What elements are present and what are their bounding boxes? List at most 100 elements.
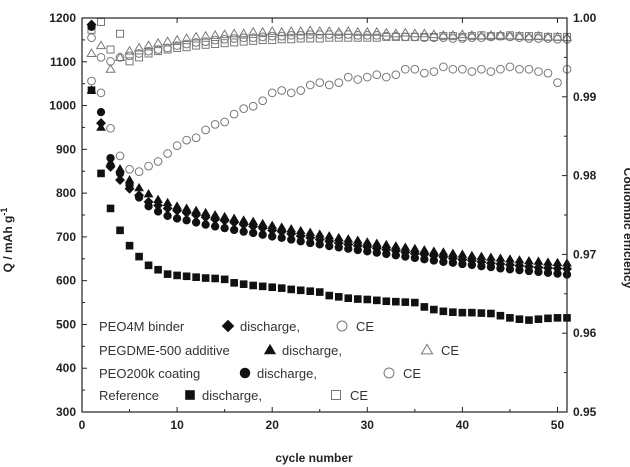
data-point-ref_q bbox=[382, 297, 391, 306]
data-point-ref_ce bbox=[363, 33, 372, 42]
data-point-peo4m_ce bbox=[210, 120, 220, 129]
data-point-ref_q bbox=[201, 274, 210, 282]
x-tick-label: 0 bbox=[79, 418, 86, 432]
data-point-ref_q bbox=[363, 295, 372, 304]
data-point-ref_q bbox=[163, 270, 172, 278]
data-point-pegdme_q bbox=[495, 253, 506, 262]
data-point-ref_q bbox=[220, 275, 229, 284]
data-point-ref_q bbox=[411, 298, 419, 307]
data-point-peo200k_q bbox=[467, 260, 477, 270]
x-tick-label: 10 bbox=[170, 418, 184, 432]
data-point-peo200k_q bbox=[420, 255, 429, 264]
data-point-peo4m_ce bbox=[458, 64, 467, 74]
data-point-pegdme_q bbox=[419, 245, 430, 254]
data-point-peo200k_q bbox=[410, 253, 419, 263]
legend-row: PEO200k coating discharge, CE bbox=[99, 366, 421, 381]
data-point-pegdme_q bbox=[267, 220, 278, 229]
data-point-peo200k_q bbox=[429, 256, 439, 265]
x-tick-label: 50 bbox=[551, 418, 565, 432]
data-point-ref_ce bbox=[154, 47, 163, 56]
data-point-ref_ce bbox=[401, 32, 410, 41]
x-tick-label: 30 bbox=[361, 418, 375, 432]
data-point-pegdme_q bbox=[400, 242, 411, 251]
data-point-ref_ce bbox=[439, 32, 448, 41]
data-point-ref_q bbox=[258, 282, 267, 291]
data-point-ref_q bbox=[458, 308, 467, 317]
data-point-peo200k_q bbox=[115, 169, 125, 178]
data-point-ref_q bbox=[106, 204, 115, 213]
legend-row: Reference discharge, CE bbox=[99, 388, 368, 403]
legend-filled-marker bbox=[221, 319, 235, 333]
data-point-ref_q bbox=[477, 309, 486, 317]
data-point-ref_q bbox=[182, 272, 191, 281]
data-point-pegdme_q bbox=[448, 248, 458, 257]
y-right-tick-label: 0.96 bbox=[573, 326, 597, 340]
y-axis-left-title-superscript: -1 bbox=[0, 208, 9, 216]
data-point-ref_q bbox=[553, 314, 562, 322]
data-point-ref_q bbox=[173, 271, 181, 280]
legend-row: PEO4M binder discharge, CE bbox=[99, 319, 374, 334]
data-point-peo200k_q bbox=[496, 264, 505, 273]
data-point-peo200k_ce bbox=[553, 34, 562, 44]
data-point-peo200k_q bbox=[134, 193, 144, 202]
data-point-ref_q bbox=[287, 285, 296, 294]
series-layer bbox=[86, 17, 573, 324]
data-point-ref_ce bbox=[325, 33, 334, 42]
data-point-peo200k_q bbox=[515, 266, 524, 275]
data-point-peo4m_ce bbox=[486, 67, 496, 76]
data-point-peo4m_ce bbox=[258, 96, 268, 106]
data-point-pegdme_q bbox=[219, 211, 230, 221]
legend-filled-marker bbox=[239, 367, 251, 379]
y-left-tick-label: 300 bbox=[56, 405, 76, 419]
data-point-ref_ce bbox=[448, 32, 457, 41]
legend-discharge-label: discharge, bbox=[257, 366, 317, 381]
data-point-ref_q bbox=[125, 241, 134, 250]
data-point-pegdme_q bbox=[524, 256, 534, 265]
data-point-peo4m_ce bbox=[115, 151, 125, 161]
data-point-ref_ce bbox=[97, 17, 106, 26]
data-point-peo4m_ce bbox=[96, 88, 106, 98]
data-point-peo200k_q bbox=[372, 248, 381, 257]
data-point-pegdme_ce bbox=[362, 26, 373, 36]
data-point-ref_q bbox=[468, 308, 476, 317]
legend-series-name: PEO4M binder bbox=[99, 319, 185, 334]
y-axis-left-title: Q / mAh g-1 bbox=[0, 208, 15, 273]
data-point-ref_ce bbox=[173, 43, 182, 52]
legend-ce-label: CE bbox=[350, 388, 368, 403]
data-point-pegdme_q bbox=[409, 243, 420, 253]
data-point-peo200k_q bbox=[382, 249, 391, 259]
series-peo200k_q bbox=[87, 22, 572, 279]
data-point-peo200k_ce bbox=[458, 34, 467, 43]
data-point-pegdme_q bbox=[362, 237, 373, 246]
data-point-ref_q bbox=[334, 293, 343, 301]
x-axis-title: cycle number bbox=[275, 451, 353, 465]
legend-discharge-label: discharge, bbox=[202, 388, 262, 403]
data-point-peo200k_q bbox=[87, 22, 96, 31]
data-point-ref_ce bbox=[192, 41, 201, 50]
y-left-tick-label: 800 bbox=[56, 186, 76, 200]
data-point-pegdme_ce bbox=[171, 34, 183, 44]
data-point-peo4m_ce bbox=[524, 64, 534, 74]
data-point-peo200k_q bbox=[448, 258, 458, 267]
data-point-ref_ce bbox=[239, 37, 248, 46]
data-point-peo4m_ce bbox=[315, 78, 325, 87]
y-left-tick-label: 700 bbox=[56, 230, 76, 244]
data-point-pegdme_ce bbox=[95, 40, 107, 50]
data-point-peo4m_ce bbox=[106, 123, 115, 133]
data-point-peo4m_ce bbox=[362, 72, 372, 82]
data-point-ref_ce bbox=[296, 34, 305, 43]
data-point-ref_q bbox=[116, 226, 124, 235]
legend-open-marker bbox=[331, 390, 341, 400]
data-point-peo4m_ce bbox=[439, 62, 448, 72]
data-point-peo4m_ce bbox=[372, 70, 382, 80]
data-point-ref_ce bbox=[486, 32, 495, 41]
legend-series-name: PEO200k coating bbox=[99, 366, 200, 381]
data-point-ref_q bbox=[230, 279, 238, 287]
data-point-ref_ce bbox=[334, 33, 343, 42]
data-point-pegdme_q bbox=[333, 232, 344, 242]
x-tick-label: 20 bbox=[266, 418, 280, 432]
data-point-pegdme_ce bbox=[105, 63, 116, 73]
data-point-peo200k_q bbox=[477, 262, 486, 271]
data-point-ref_q bbox=[392, 297, 400, 306]
